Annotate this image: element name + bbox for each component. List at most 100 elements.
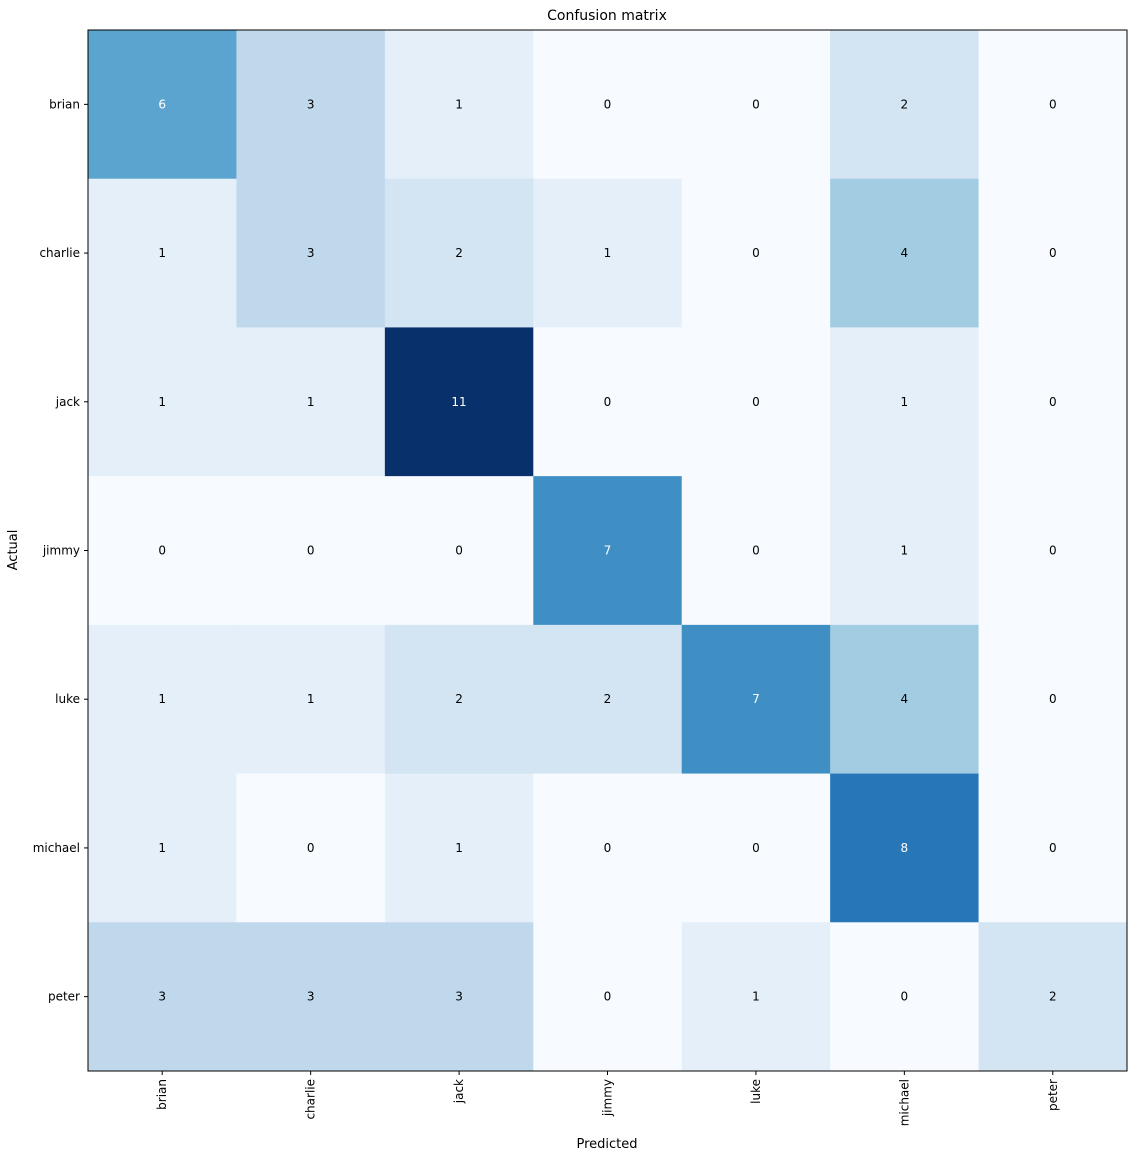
cell-value-label: 0	[752, 246, 760, 260]
y-tick-label: brian	[49, 97, 80, 111]
heatmap-cell	[88, 624, 237, 775]
heatmap-cell	[88, 922, 237, 1072]
cell-value-label: 0	[1049, 246, 1057, 260]
cell-value-label: 1	[158, 692, 166, 706]
cell-value-label: 2	[455, 246, 463, 260]
heatmap-cell	[533, 178, 683, 328]
cell-value-label: 2	[604, 692, 612, 706]
cell-value-label: 1	[901, 395, 909, 409]
heatmap-cell	[88, 327, 237, 477]
y-tick-label: luke	[55, 692, 80, 706]
heatmap-cell	[978, 624, 1128, 775]
heatmap-cell	[236, 178, 386, 328]
cell-value-label: 2	[1049, 990, 1057, 1004]
cell-value-label: 1	[307, 395, 315, 409]
heatmap-cell	[830, 327, 980, 477]
x-tick-label: luke	[749, 1079, 763, 1104]
heatmap-cell	[533, 476, 683, 626]
cell-value-label: 3	[158, 990, 166, 1004]
cell-value-label: 1	[307, 692, 315, 706]
heatmap-cell	[384, 476, 534, 626]
heatmap-cell	[384, 773, 534, 923]
heatmap-cell	[533, 922, 683, 1072]
heatmap-cell	[978, 922, 1128, 1072]
cell-value-label: 0	[901, 990, 909, 1004]
heatmap-cell	[830, 624, 980, 775]
cell-value-label: 0	[752, 544, 760, 558]
y-tick-label: michael	[33, 841, 80, 855]
cell-value-label: 11	[451, 395, 466, 409]
cell-value-label: 3	[307, 246, 315, 260]
cell-value-label: 0	[752, 395, 760, 409]
heatmap-cell	[681, 30, 831, 180]
heatmap-cell	[978, 178, 1128, 328]
heatmap-cell	[236, 922, 386, 1072]
y-axis-ticks: brian charlie jack jimmy luke michael peter	[33, 97, 88, 1004]
cell-value-label: 0	[752, 97, 760, 111]
cell-value-label: 4	[901, 692, 909, 706]
x-tick-label: brian	[155, 1079, 169, 1110]
cell-value-label: 7	[604, 544, 612, 558]
cell-value-label: 3	[307, 990, 315, 1004]
heatmap-cell	[533, 773, 683, 923]
cell-value-label: 0	[604, 841, 612, 855]
heatmap-cell	[681, 922, 831, 1072]
cell-value-label: 6	[158, 97, 166, 111]
heatmap-cell	[978, 327, 1128, 477]
heatmap-cell	[236, 30, 386, 180]
heatmap-cell	[533, 327, 683, 477]
heatmap-cell	[384, 624, 534, 775]
heatmap-cell	[978, 773, 1128, 923]
cell-value-label: 0	[1049, 841, 1057, 855]
cell-value-label: 1	[158, 841, 166, 855]
cell-value-label: 3	[307, 97, 315, 111]
heatmap-cells: 6 3 1 0 0 2 01 3 2 1 0 4 01 1 11 0 0 1 00 0 0 7 0 1 01 1 2 2 7 4 01 0 1 0…	[88, 30, 1128, 1072]
cell-value-label: 1	[604, 246, 612, 260]
heatmap-cell	[978, 30, 1128, 180]
heatmap-cell	[830, 476, 980, 626]
heatmap-cell	[681, 773, 831, 923]
heatmap-cell	[533, 30, 683, 180]
cell-value-label: 1	[455, 841, 463, 855]
cell-value-label: 1	[158, 395, 166, 409]
chart-title: Confusion matrix	[547, 8, 667, 24]
heatmap-cell	[88, 178, 237, 328]
x-axis-label: Predicted	[576, 1137, 637, 1152]
cell-value-label: 2	[455, 692, 463, 706]
heatmap-cell	[236, 624, 386, 775]
y-tick-label: charlie	[39, 246, 80, 260]
heatmap-cell	[88, 30, 237, 180]
heatmap-cell	[88, 476, 237, 626]
heatmap-cell	[830, 922, 980, 1072]
cell-value-label: 0	[1049, 692, 1057, 706]
cell-value-label: 1	[455, 97, 463, 111]
cell-value-label: 0	[604, 395, 612, 409]
heatmap-cell	[384, 327, 534, 477]
y-tick-label: jack	[55, 395, 80, 409]
heatmap-cell	[830, 30, 980, 180]
cell-value-label: 0	[307, 841, 315, 855]
cell-value-label: 0	[1049, 544, 1057, 558]
cell-value-label: 0	[1049, 395, 1057, 409]
x-tick-label: jimmy	[601, 1079, 615, 1117]
cell-value-label: 0	[604, 990, 612, 1004]
cell-value-label: 7	[752, 692, 760, 706]
heatmap-cell	[384, 30, 534, 180]
x-tick-label: charlie	[304, 1079, 318, 1120]
cell-value-label: 0	[158, 544, 166, 558]
x-tick-label: jack	[452, 1079, 466, 1104]
heatmap-cell	[830, 773, 980, 923]
x-axis-ticks: brian charlie jack jimmy luke michael peter	[155, 1071, 1060, 1126]
cell-value-label: 1	[158, 246, 166, 260]
heatmap-cell	[236, 327, 386, 477]
cell-value-label: 0	[604, 97, 612, 111]
y-axis-label: Actual	[6, 530, 21, 571]
cell-value-label: 1	[752, 990, 760, 1004]
y-tick-label: jimmy	[42, 544, 80, 558]
heatmap-cell	[88, 773, 237, 923]
cell-value-label: 0	[752, 841, 760, 855]
heatmap-cell	[236, 476, 386, 626]
cell-value-label: 0	[455, 544, 463, 558]
y-tick-label: peter	[48, 990, 80, 1004]
heatmap-cell	[236, 773, 386, 923]
